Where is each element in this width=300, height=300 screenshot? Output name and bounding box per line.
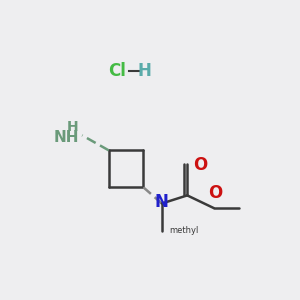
Text: O: O bbox=[193, 156, 207, 174]
Text: H: H bbox=[138, 62, 152, 80]
Text: NH: NH bbox=[53, 130, 79, 145]
Text: O: O bbox=[208, 184, 222, 202]
Text: N: N bbox=[155, 193, 169, 211]
Text: H: H bbox=[67, 120, 79, 134]
Text: methyl: methyl bbox=[169, 226, 198, 235]
Text: Cl: Cl bbox=[108, 62, 126, 80]
